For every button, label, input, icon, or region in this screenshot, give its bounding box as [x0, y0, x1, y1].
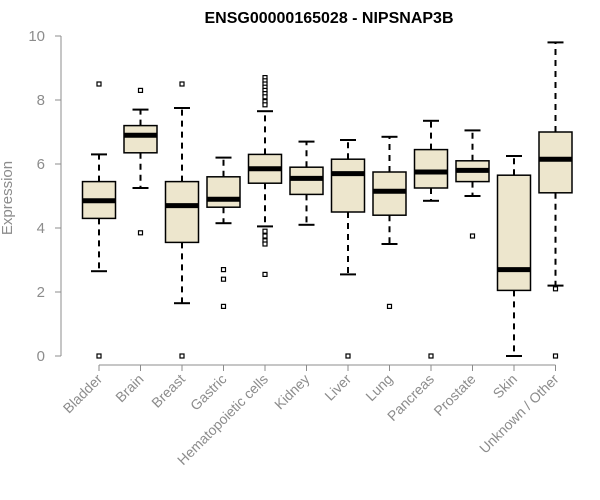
x-tick-label: Liver	[321, 371, 354, 404]
box-iqr	[164, 180, 200, 244]
x-tick-label: Bladder	[60, 371, 106, 417]
outlier-point	[428, 353, 434, 359]
outlier-point	[262, 94, 268, 100]
x-tick-label: Prostate	[430, 371, 478, 419]
box-unknown-other	[538, 41, 573, 359]
box-prostate	[455, 129, 490, 239]
box-iqr	[496, 174, 532, 292]
outlier-point	[137, 230, 144, 236]
outlier-point	[262, 271, 268, 277]
y-axis: 0 2 4 6 8 10	[28, 28, 62, 365]
outlier-point	[179, 353, 185, 359]
box-bladder	[81, 81, 117, 359]
outlier-point	[345, 353, 351, 359]
box-iqr	[206, 176, 241, 208]
box-hematopoietic-cells	[247, 74, 283, 277]
y-tick-label: 6	[37, 156, 45, 173]
x-tick-label: Lung	[362, 371, 395, 404]
outlier-point	[137, 87, 144, 94]
outlier-point	[220, 276, 227, 282]
outlier-point	[469, 233, 476, 239]
x-tick-label: Skin	[490, 371, 521, 402]
box-series	[81, 41, 573, 359]
chart-title: ENSG00000165028 - NIPSNAP3B	[204, 10, 453, 27]
outlier-point	[386, 303, 393, 309]
x-tick-label: Brain	[112, 371, 146, 405]
box-iqr	[330, 158, 366, 213]
box-liver	[330, 139, 366, 359]
box-iqr	[413, 148, 449, 189]
outlier-point	[179, 81, 185, 87]
box-pancreas	[413, 119, 449, 359]
outlier-point	[262, 228, 268, 234]
outlier-point	[262, 241, 268, 247]
outlier-point	[262, 102, 268, 108]
outlier-point	[552, 286, 559, 292]
box-iqr	[123, 124, 158, 154]
box-breast	[164, 81, 200, 359]
y-tick-label: 2	[37, 284, 45, 301]
outlier-point	[220, 267, 227, 273]
outlier-point	[96, 81, 102, 87]
y-tick-label: 0	[37, 348, 45, 365]
y-axis-label: Expression	[0, 161, 16, 235]
box-lung	[372, 135, 407, 309]
x-tick-label: Breast	[148, 371, 188, 411]
y-tick-label: 4	[37, 220, 45, 237]
box-iqr	[538, 131, 573, 194]
x-tick-label: Kidney	[271, 371, 313, 413]
box-skin	[496, 155, 532, 357]
outlier-point	[262, 233, 268, 239]
y-tick-label: 10	[28, 28, 45, 45]
box-brain	[123, 87, 158, 236]
outlier-point	[220, 303, 227, 309]
box-kidney	[289, 140, 324, 226]
box-gastric	[206, 156, 241, 309]
outlier-point	[552, 353, 559, 359]
outlier-point	[96, 353, 102, 359]
x-tick-label: Unknown / Other	[476, 371, 562, 457]
y-tick-label: 8	[37, 92, 45, 109]
